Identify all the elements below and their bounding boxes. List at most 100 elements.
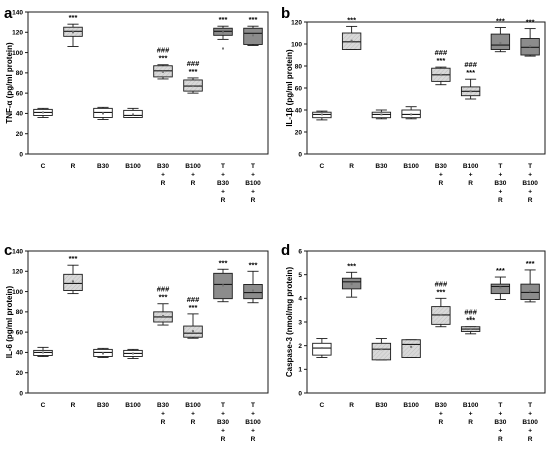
- box-7: [243, 25, 263, 46]
- x-category-label: B30: [97, 163, 109, 170]
- significance-label: ***: [436, 287, 445, 296]
- x-category-label: R: [221, 436, 226, 443]
- box-1: [63, 264, 83, 295]
- x-category-label: B30: [157, 402, 169, 409]
- x-category-label: +: [221, 411, 225, 418]
- x-category-label: B30: [375, 163, 387, 170]
- x-category-label: T: [251, 163, 255, 170]
- x-category-label: R: [161, 180, 166, 187]
- x-category-label: B100: [463, 163, 479, 170]
- box-5: [460, 316, 481, 335]
- significance-label: ***: [159, 293, 168, 302]
- outlier-marker: [469, 316, 472, 319]
- x-category-label: B30: [435, 402, 447, 409]
- y-tick-label: 120: [12, 269, 23, 276]
- y-tick-label: 40: [16, 111, 24, 118]
- x-category-label: +: [221, 189, 225, 196]
- mean-marker: [350, 39, 353, 42]
- box-6: [213, 268, 233, 303]
- mean-marker: [499, 286, 502, 289]
- y-tick-label: 60: [16, 90, 24, 97]
- box-4: [153, 64, 173, 80]
- box-7: [520, 269, 540, 303]
- x-category-label: R: [349, 163, 354, 170]
- box-2: [371, 338, 392, 361]
- box-5: [183, 77, 203, 94]
- box-0: [312, 110, 332, 121]
- x-category-label: B30: [217, 180, 229, 187]
- x-category-label: B100: [245, 180, 261, 187]
- x-category-label: B100: [185, 402, 201, 409]
- x-category-label: R: [528, 197, 533, 204]
- x-category-label: +: [191, 411, 195, 418]
- x-category-label: +: [191, 172, 195, 179]
- box-body: [63, 273, 83, 292]
- box-7: [243, 270, 263, 304]
- x-category-label: +: [439, 172, 443, 179]
- y-tick-label: 5: [298, 272, 302, 279]
- panel-b: b IL-1β (pg/ml protein) 0 20 40 60 80 100 120 C R B…: [281, 5, 546, 204]
- mean-marker: [439, 313, 442, 316]
- y-tick-label: 40: [16, 350, 24, 357]
- mean-marker: [320, 113, 323, 116]
- significance-label: ###: [464, 308, 477, 317]
- mean-marker: [132, 352, 134, 355]
- box-0: [33, 346, 53, 357]
- box-body: [243, 284, 263, 300]
- y-tick-label: 80: [16, 70, 24, 77]
- y-tick-label: 80: [295, 63, 303, 70]
- x-category-label: +: [251, 189, 255, 196]
- y-tick-label: 120: [291, 19, 302, 26]
- significance-label: ***: [496, 17, 505, 26]
- x-category-label: B100: [522, 419, 538, 426]
- x-category-label: +: [528, 189, 532, 196]
- mean-marker: [192, 330, 194, 333]
- significance-label: ***: [436, 56, 445, 65]
- x-category-label: +: [439, 411, 443, 418]
- x-category-label: C: [41, 402, 46, 409]
- x-category-label: T: [251, 402, 255, 409]
- y-tick-label: 60: [295, 85, 303, 92]
- x-category-label: +: [498, 428, 502, 435]
- x-category-label: R: [439, 419, 444, 426]
- x-category-label: +: [528, 411, 532, 418]
- panel-d: d Caspase-3 (nmol/mg protein) 0 1 2 3 4 5 6 C R B30…: [281, 242, 546, 443]
- x-category-label: B30: [435, 163, 447, 170]
- box-0: [33, 107, 53, 118]
- significance-label: ***: [466, 316, 475, 325]
- plot-frame: [27, 11, 269, 155]
- y-tick-label: 60: [16, 329, 24, 336]
- box-7: [520, 28, 540, 57]
- y-tick-label: 20: [16, 131, 24, 138]
- x-category-label: R: [191, 419, 196, 426]
- x-category-label: +: [498, 189, 502, 196]
- x-category-label: B100: [522, 180, 538, 187]
- x-category-label: B100: [403, 163, 419, 170]
- y-tick-label: 140: [12, 9, 23, 16]
- x-category-label: +: [498, 411, 502, 418]
- significance-label: ***: [219, 258, 228, 267]
- x-category-label: +: [251, 411, 255, 418]
- mean-marker: [162, 314, 164, 317]
- x-category-label: +: [251, 172, 255, 179]
- x-category-label: +: [221, 172, 225, 179]
- box-3: [401, 106, 421, 120]
- box-1: [341, 25, 362, 50]
- x-category-label: B30: [97, 402, 109, 409]
- x-category-label: B30: [494, 180, 506, 187]
- mean-marker: [469, 328, 472, 331]
- x-category-label: B30: [157, 163, 169, 170]
- mean-marker: [222, 31, 224, 34]
- x-category-label: R: [528, 436, 533, 443]
- x-category-label: R: [468, 419, 473, 426]
- mean-marker: [132, 113, 134, 116]
- box-1: [341, 271, 362, 298]
- x-category-label: T: [221, 402, 225, 409]
- mean-marker: [320, 347, 323, 350]
- x-category-label: B100: [403, 402, 419, 409]
- x-category-label: C: [320, 163, 325, 170]
- panel-letter: a: [4, 5, 13, 22]
- box-4: [431, 297, 451, 328]
- x-category-label: R: [71, 402, 76, 409]
